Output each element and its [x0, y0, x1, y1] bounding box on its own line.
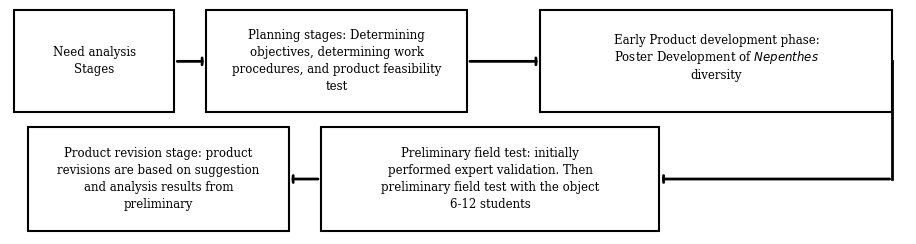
Text: Early Product development phase:: Early Product development phase: — [614, 34, 819, 47]
FancyBboxPatch shape — [321, 127, 660, 231]
Text: Preliminary field test: initially
performed expert validation. Then
preliminary : Preliminary field test: initially perfor… — [381, 147, 599, 211]
Text: Poster Development of $\it{Nepenthes}$: Poster Development of $\it{Nepenthes}$ — [614, 49, 819, 66]
FancyBboxPatch shape — [28, 127, 289, 231]
Text: Need analysis
Stages: Need analysis Stages — [53, 46, 136, 76]
Text: Planning stages: Determining
objectives, determining work
procedures, and produc: Planning stages: Determining objectives,… — [232, 29, 442, 93]
FancyBboxPatch shape — [15, 10, 174, 112]
FancyBboxPatch shape — [206, 10, 467, 112]
Text: Product revision stage: product
revisions are based on suggestion
and analysis r: Product revision stage: product revision… — [58, 147, 259, 211]
Text: diversity: diversity — [691, 69, 742, 82]
FancyBboxPatch shape — [540, 10, 892, 112]
